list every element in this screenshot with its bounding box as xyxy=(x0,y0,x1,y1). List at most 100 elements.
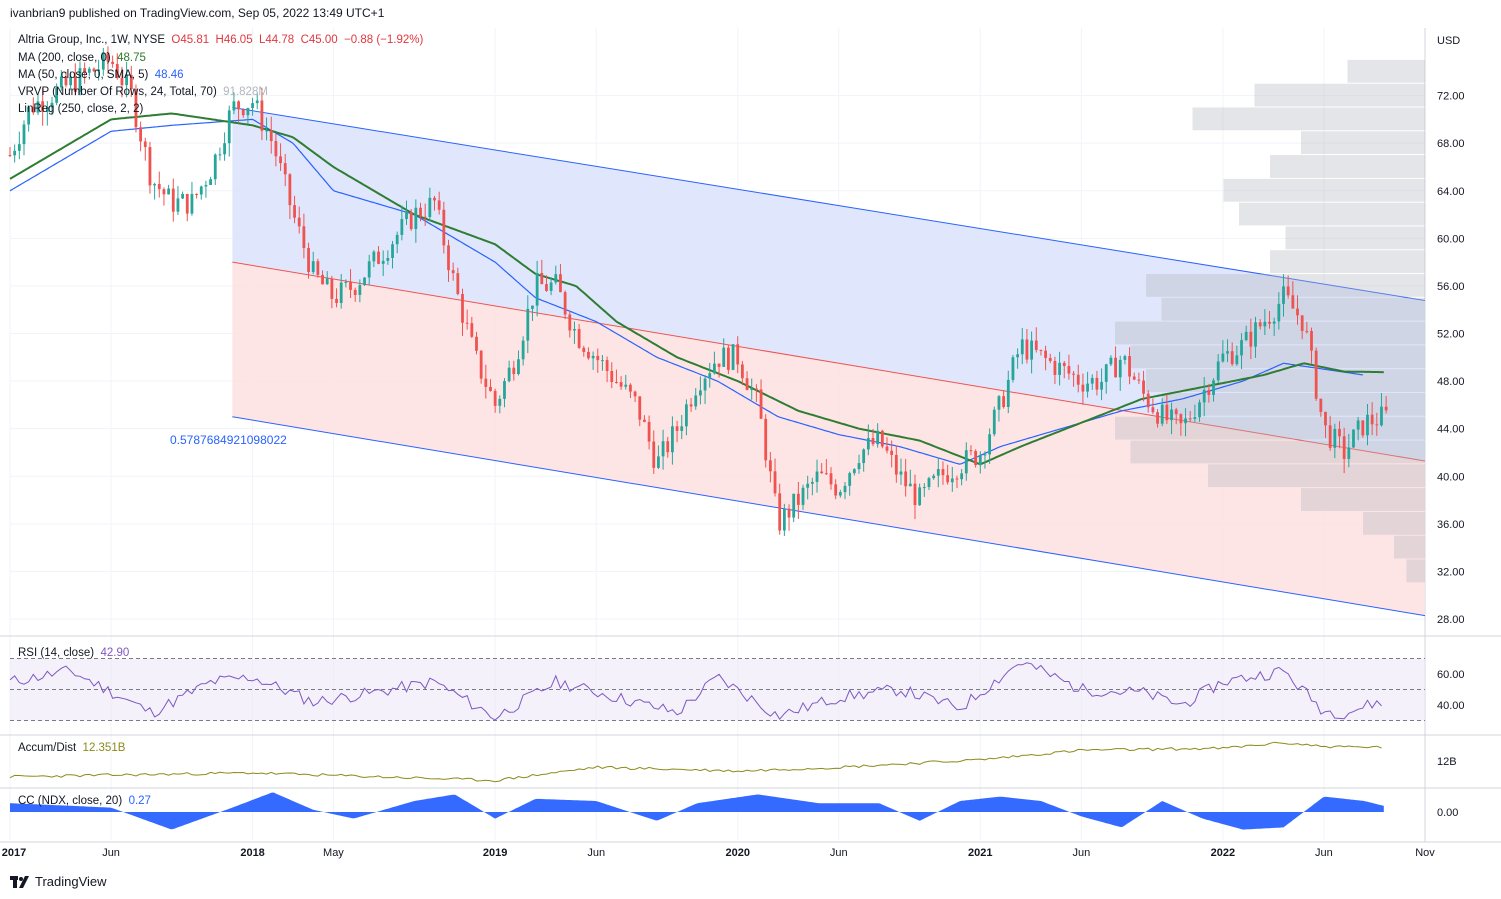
axes: 72.00 68.00 64.00 60.00 56.00 52.00 48.00 44.00… xyxy=(2,91,1465,859)
vrvp-bar xyxy=(1223,178,1425,202)
candle-body xyxy=(1314,350,1318,399)
candle-body xyxy=(974,451,978,466)
candle-body xyxy=(120,77,124,86)
legend-vrvp[interactable]: VRVP (Number Of Rows, 24, Total, 70) 91.… xyxy=(18,86,268,98)
vrvp-bar xyxy=(1130,345,1425,369)
candle-body xyxy=(1249,331,1253,347)
channel-lower-line xyxy=(232,416,1426,617)
candle-body xyxy=(344,281,348,283)
legend-cc[interactable]: CC (NDX, close, 20) 0.27 xyxy=(18,795,151,807)
candle-body xyxy=(493,390,497,406)
candle-body xyxy=(1333,428,1337,448)
candle-body xyxy=(1002,396,1006,408)
candle-body xyxy=(521,340,525,360)
candle-body xyxy=(796,493,800,505)
legend-accum[interactable]: Accum/Dist 12.351B xyxy=(18,742,125,754)
candle-body xyxy=(801,487,805,505)
candle-body xyxy=(199,186,203,195)
legend-linreg[interactable]: LinReg (250, close, 2, 2) xyxy=(18,103,143,115)
candle-body xyxy=(554,274,558,283)
legend-ma50-value: 48.46 xyxy=(154,69,184,81)
candle-body xyxy=(1310,331,1313,351)
candle-body xyxy=(890,450,894,455)
candle-body xyxy=(680,426,684,431)
legend-accum-value: 12.351B xyxy=(82,742,126,754)
legend-ma200[interactable]: MA (200, close, 0) 48.75 xyxy=(18,52,146,64)
candle-body xyxy=(339,282,343,303)
candle-body xyxy=(736,344,740,365)
candle-body xyxy=(246,108,250,116)
candle-body xyxy=(31,107,35,113)
candle-body xyxy=(195,193,198,195)
candle-body xyxy=(1114,357,1117,378)
candle-body xyxy=(204,184,208,187)
rsi-line xyxy=(9,662,1382,721)
candle-body xyxy=(750,388,754,390)
tradingview-brand-name: TradingView xyxy=(35,874,107,889)
legend-rsi[interactable]: RSI (14, close) 42.90 xyxy=(18,647,129,659)
tradingview-brand[interactable]: TradingView xyxy=(10,874,107,889)
candle-body xyxy=(964,450,968,474)
candle-body xyxy=(1268,321,1271,324)
legend-cc-label: CC (NDX, close, 20) xyxy=(18,795,123,807)
candle-body xyxy=(148,147,152,186)
candle-body xyxy=(1263,321,1267,327)
legend-symbol[interactable]: Altria Group, Inc., 1W, NYSE O45.81 H46.… xyxy=(18,34,423,46)
candle-body xyxy=(349,281,352,290)
candle-body xyxy=(1230,351,1234,365)
candle-body xyxy=(1100,381,1103,390)
candle-body xyxy=(764,418,768,461)
candle-body xyxy=(372,251,376,262)
candle-body xyxy=(983,454,987,456)
candle-body xyxy=(255,100,259,104)
candle-body xyxy=(768,460,772,472)
candle-body xyxy=(619,382,623,387)
candle-body xyxy=(423,216,427,218)
candle-body xyxy=(1319,398,1323,412)
candle-body xyxy=(615,381,618,383)
candle-body xyxy=(367,261,371,278)
candle-body xyxy=(661,441,665,457)
candle-body xyxy=(1286,286,1290,296)
candle-body xyxy=(190,193,194,214)
price-tick-label: 28.00 xyxy=(1437,614,1465,626)
candle-body xyxy=(78,68,82,92)
candle-body xyxy=(1226,351,1229,354)
candle-body xyxy=(880,430,884,447)
time-tick-label: Jun xyxy=(830,847,848,859)
vrvp-bar xyxy=(1161,392,1425,416)
candle-body xyxy=(1076,374,1080,385)
candle-body xyxy=(1025,339,1029,360)
candle-body xyxy=(1291,295,1295,309)
candle-body xyxy=(1235,355,1239,365)
time-tick-label: 2018 xyxy=(240,847,264,859)
candle-body xyxy=(442,209,446,246)
candle-body xyxy=(759,389,763,419)
candle-body xyxy=(1221,353,1225,362)
price-tick-label: 72.00 xyxy=(1437,91,1465,103)
candle-body xyxy=(918,487,922,506)
candle-body xyxy=(559,274,562,293)
candle-body xyxy=(699,390,702,396)
vrvp-bar xyxy=(1285,226,1425,250)
candle-body xyxy=(283,163,287,175)
candle-body xyxy=(232,101,236,111)
candle-body xyxy=(1053,360,1057,375)
legend-close: C45.00 xyxy=(300,34,338,46)
candle-body xyxy=(908,483,912,487)
vrvp-bar xyxy=(1301,488,1425,511)
candle-body xyxy=(50,102,54,108)
price-tick-label: 52.00 xyxy=(1437,329,1465,341)
candle-body xyxy=(857,463,861,470)
candle-body xyxy=(535,272,539,306)
candle-body xyxy=(1146,393,1150,408)
time-tick-label: May xyxy=(323,847,344,859)
vrvp-bar xyxy=(1208,464,1425,488)
candle-body xyxy=(83,68,87,73)
currency-label: USD xyxy=(1437,35,1461,47)
vrvp-bar xyxy=(1146,369,1425,392)
candle-body xyxy=(405,212,408,220)
legend-ma50[interactable]: MA (50, close, 0, SMA, 5) 48.46 xyxy=(18,69,184,81)
candle-body xyxy=(1282,286,1285,304)
